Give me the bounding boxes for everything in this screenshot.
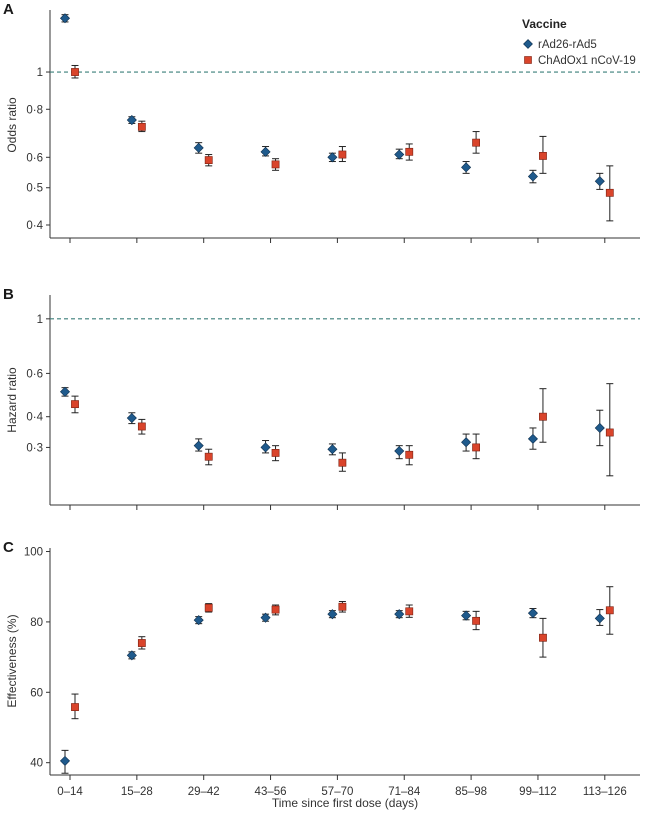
point-chadox1 xyxy=(405,450,414,459)
x-tick-label: 29–42 xyxy=(188,786,220,798)
point-chadox1 xyxy=(271,160,280,169)
legend-diamond-icon xyxy=(523,39,533,49)
point-rad26-rad5 xyxy=(394,149,405,160)
point-rad26-rad5 xyxy=(327,152,338,163)
panel-letter-a: A xyxy=(3,1,14,18)
point-rad26-rad5 xyxy=(59,755,71,766)
y-tick-label: 0·6 xyxy=(26,368,43,380)
legend-item-label: ChAdOx1 nCoV-19 xyxy=(538,55,636,67)
point-rad26-rad5 xyxy=(260,442,271,453)
point-chadox1 xyxy=(472,443,480,452)
point-rad26-rad5 xyxy=(59,13,71,24)
x-tick-label: 113–126 xyxy=(583,786,627,798)
legend-title: Vaccine xyxy=(522,17,567,31)
y-tick-label: 0·3 xyxy=(26,442,43,454)
point-rad26-rad5 xyxy=(193,440,204,451)
point-chadox1 xyxy=(472,138,480,147)
point-rad26-rad5 xyxy=(461,162,472,173)
point-rad26-rad5 xyxy=(461,437,472,448)
point-rad26-rad5 xyxy=(327,444,338,455)
x-tick-label: 15–28 xyxy=(121,786,153,798)
point-chadox1 xyxy=(605,188,614,197)
x-tick-label: 43–56 xyxy=(255,786,287,798)
y-tick-label: 0·5 xyxy=(26,183,43,195)
point-chadox1 xyxy=(405,147,414,156)
point-chadox1 xyxy=(137,122,146,131)
y-tick-label: 0·4 xyxy=(26,412,43,424)
point-chadox1 xyxy=(338,458,347,467)
point-chadox1 xyxy=(271,605,280,614)
y-tick-label: 0·8 xyxy=(26,104,43,116)
point-chadox1 xyxy=(204,452,213,461)
point-chadox1 xyxy=(605,428,614,437)
point-chadox1 xyxy=(71,703,79,711)
point-rad26-rad5 xyxy=(594,613,605,624)
panel-c: C 40 60 80 100 0–14 15–28 29–42 43–56 57–70 71–84 8… xyxy=(3,539,640,798)
point-chadox1 xyxy=(204,603,213,612)
point-rad26-rad5 xyxy=(260,612,271,623)
x-tick-label: 57–70 xyxy=(321,786,353,798)
panel-b: B 0·3 0·4 0·6 1 Hazard ratio xyxy=(3,286,640,510)
y-tick-label: 100 xyxy=(24,547,43,559)
point-rad26-rad5 xyxy=(527,433,538,444)
y-tick-label: 40 xyxy=(30,758,43,770)
point-chadox1 xyxy=(539,633,547,642)
point-chadox1 xyxy=(338,150,347,159)
point-rad26-rad5 xyxy=(461,610,472,621)
point-rad26-rad5 xyxy=(594,422,605,433)
point-rad26-rad5 xyxy=(594,176,605,187)
point-chadox1 xyxy=(605,606,614,615)
point-rad26-rad5 xyxy=(527,171,538,182)
point-chadox1 xyxy=(472,616,480,625)
point-rad26-rad5 xyxy=(193,142,204,153)
x-axis-label: Time since first dose (days) xyxy=(272,796,418,810)
point-chadox1 xyxy=(137,639,146,647)
y-tick-label: 60 xyxy=(30,687,43,699)
point-rad26-rad5 xyxy=(394,446,405,457)
point-chadox1 xyxy=(71,68,79,76)
point-chadox1 xyxy=(338,602,347,611)
point-chadox1 xyxy=(405,607,414,616)
point-rad26-rad5 xyxy=(126,115,137,126)
panel-a: A 0·4 0·5 0·6 0·8 1 Odds ratio xyxy=(3,1,640,243)
panel-letter-b: B xyxy=(3,286,14,303)
panel-letter-c: C xyxy=(3,539,14,556)
x-tick-label: 0–14 xyxy=(57,786,83,798)
point-rad26-rad5 xyxy=(327,609,338,620)
y-tick-label: 80 xyxy=(30,617,43,629)
x-tick-label: 85–98 xyxy=(455,786,487,798)
point-rad26-rad5 xyxy=(126,650,137,661)
point-rad26-rad5 xyxy=(260,146,271,157)
point-chadox1 xyxy=(271,449,280,457)
y-tick-label: 0·4 xyxy=(26,220,43,232)
y-axis-label: Hazard ratio xyxy=(5,367,19,433)
point-chadox1 xyxy=(204,156,213,165)
x-tick-label: 71–84 xyxy=(388,786,421,798)
y-tick-label: 0·6 xyxy=(26,152,43,164)
legend-item-label: rAd26-rAd5 xyxy=(538,39,597,51)
point-rad26-rad5 xyxy=(527,608,538,619)
legend: Vaccine rAd26-rAd5 ChAdOx1 nCoV-19 xyxy=(522,17,636,67)
point-rad26-rad5 xyxy=(394,609,405,620)
point-chadox1 xyxy=(539,152,547,160)
y-tick-label: 1 xyxy=(37,67,43,79)
y-axis-label: Odds ratio xyxy=(5,97,19,153)
point-rad26-rad5 xyxy=(126,413,137,424)
point-chadox1 xyxy=(539,412,547,421)
point-rad26-rad5 xyxy=(59,386,71,397)
y-tick-label: 1 xyxy=(37,314,43,326)
x-tick-label: 99–112 xyxy=(519,786,557,798)
legend-square-icon xyxy=(524,56,532,64)
y-axis-label: Effectiveness (%) xyxy=(5,614,19,707)
point-rad26-rad5 xyxy=(193,615,204,626)
point-chadox1 xyxy=(137,422,146,431)
point-chadox1 xyxy=(71,400,79,409)
